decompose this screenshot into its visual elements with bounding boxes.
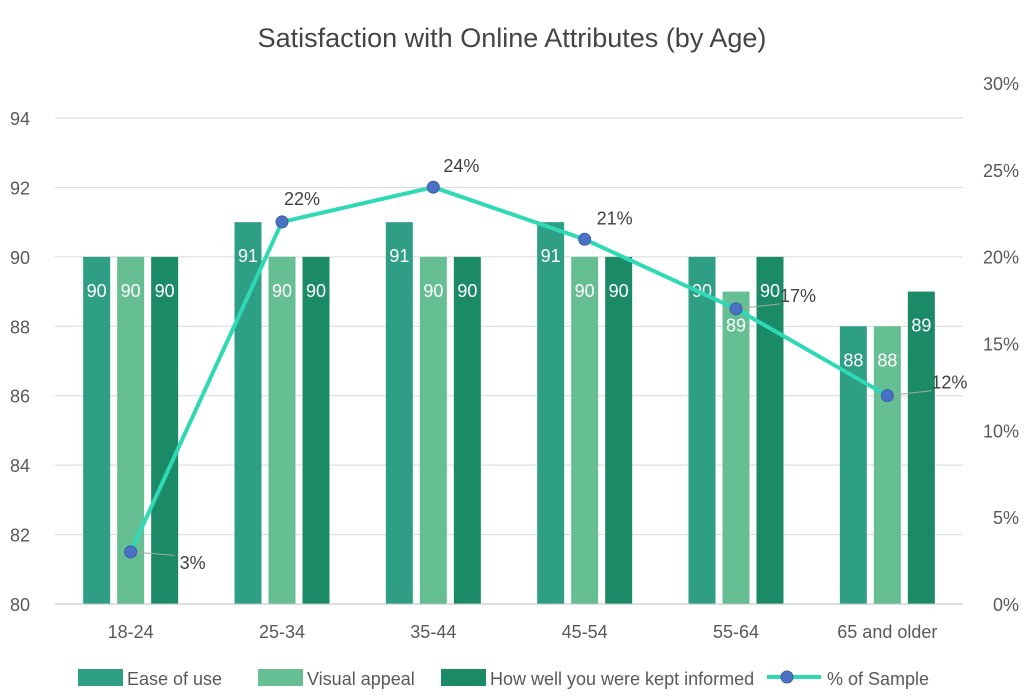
line-data-label: 17%	[780, 286, 816, 306]
y-tick-label: 80	[10, 595, 30, 615]
legend-marker	[780, 670, 794, 684]
legend-swatch	[258, 669, 303, 686]
line-marker	[426, 180, 440, 194]
bar-data-label: 90	[121, 281, 141, 301]
x-tick-label: 35-44	[410, 622, 456, 642]
legend: Ease of use Visual appeal How well you wer…	[78, 669, 929, 689]
bar	[605, 256, 633, 604]
line-data-label: 12%	[931, 373, 967, 393]
bar	[907, 291, 935, 604]
y2-tick-label: 20%	[983, 248, 1019, 268]
line-marker	[729, 302, 743, 316]
bar-data-label: 88	[877, 350, 897, 370]
y-tick-label: 88	[10, 317, 30, 337]
y-tick-label: 94	[10, 109, 30, 129]
y2-tick-label: 15%	[983, 335, 1019, 355]
bar	[302, 256, 330, 604]
line-data-label: 3%	[180, 553, 206, 573]
leader-line	[887, 390, 932, 397]
bar	[453, 256, 481, 604]
chart-title: Satisfaction with Online Attributes (by …	[258, 23, 767, 53]
bar-data-label: 88	[843, 350, 863, 370]
bar	[151, 256, 179, 604]
bar	[537, 222, 565, 604]
line-marker	[124, 545, 138, 559]
bar-data-label: 91	[238, 246, 258, 266]
bar	[83, 256, 111, 604]
legend-swatch	[78, 669, 123, 686]
line-marker	[275, 215, 289, 229]
bar-data-label: 90	[575, 281, 595, 301]
line-data-label: 21%	[597, 208, 633, 228]
sample-line: 3% 22% 24% 21% 17% 12%	[124, 156, 967, 573]
leader-line	[130, 551, 175, 556]
bar-data-label: 89	[726, 316, 746, 336]
leader-line	[735, 303, 781, 310]
x-tick-label: 25-34	[259, 622, 305, 642]
bar-data-label: 90	[457, 281, 477, 301]
legend-label: How well you were kept informed	[490, 669, 754, 689]
legend-swatch	[441, 669, 486, 686]
bar-data-label: 90	[423, 281, 443, 301]
bar	[756, 256, 784, 604]
y-tick-label: 90	[10, 248, 30, 268]
bar	[268, 256, 296, 604]
bar	[873, 326, 901, 604]
bar-data-label: 90	[609, 281, 629, 301]
line-marker	[578, 232, 592, 246]
axes: 80 82 84 86 88 90 92 94 0% 5% 10% 15% 20% 25% 30% 18-24…	[10, 74, 1019, 642]
bar-data-label: 89	[911, 316, 931, 336]
line-marker	[880, 389, 894, 403]
line-data-label: 24%	[443, 156, 479, 176]
bar-data-label: 90	[87, 281, 107, 301]
y2-tick-label: 30%	[983, 74, 1019, 94]
x-tick-label: 55-64	[713, 622, 759, 642]
bar	[234, 222, 262, 604]
bar-data-label: 90	[760, 281, 780, 301]
legend-label: % of Sample	[827, 669, 929, 689]
y2-tick-label: 0%	[993, 595, 1019, 615]
y-tick-label: 92	[10, 178, 30, 198]
bar-data-label: 90	[306, 281, 326, 301]
y2-tick-label: 5%	[993, 508, 1019, 528]
bar	[571, 256, 599, 604]
line-data-label: 22%	[284, 189, 320, 209]
bar	[722, 291, 750, 604]
gridlines	[55, 117, 963, 536]
bar-data-label: 91	[389, 246, 409, 266]
legend-label: Ease of use	[127, 669, 222, 689]
bars	[83, 222, 935, 604]
x-tick-label: 65 and older	[837, 622, 937, 642]
bar	[419, 256, 447, 604]
x-tick-label: 18-24	[108, 622, 154, 642]
y-tick-label: 82	[10, 526, 30, 546]
bar	[385, 222, 413, 604]
bar-data-label: 91	[541, 246, 561, 266]
y-tick-label: 84	[10, 456, 30, 476]
bar-data-label: 90	[272, 281, 292, 301]
y2-tick-label: 10%	[983, 421, 1019, 441]
y-tick-label: 86	[10, 387, 30, 407]
x-tick-label: 45-54	[562, 622, 608, 642]
sample-line-path	[128, 185, 889, 553]
bar-data-label: 90	[155, 281, 175, 301]
bar	[688, 256, 716, 604]
legend-label: Visual appeal	[307, 669, 415, 689]
y2-tick-label: 25%	[983, 161, 1019, 181]
